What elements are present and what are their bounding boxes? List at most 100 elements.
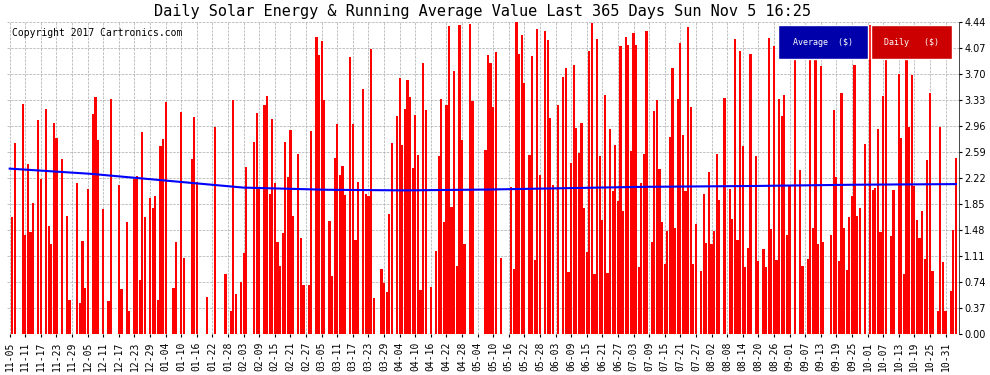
Bar bbox=[783, 95, 785, 334]
Bar bbox=[32, 203, 35, 334]
Bar bbox=[549, 118, 551, 334]
Bar bbox=[853, 64, 855, 334]
Bar bbox=[546, 40, 548, 334]
Bar bbox=[567, 272, 569, 334]
Bar bbox=[671, 68, 673, 334]
Bar bbox=[762, 249, 764, 334]
Bar bbox=[300, 238, 302, 334]
Bar bbox=[742, 146, 743, 334]
Bar bbox=[524, 83, 526, 334]
FancyBboxPatch shape bbox=[871, 25, 951, 59]
Bar bbox=[537, 29, 539, 334]
Bar bbox=[687, 27, 689, 334]
Bar bbox=[391, 142, 393, 334]
Bar bbox=[655, 100, 658, 334]
Bar bbox=[441, 99, 443, 334]
Bar bbox=[713, 231, 715, 334]
Bar bbox=[367, 196, 369, 334]
Bar bbox=[102, 209, 104, 334]
Bar bbox=[529, 155, 531, 334]
Bar bbox=[471, 101, 473, 334]
Bar bbox=[843, 228, 845, 334]
Bar bbox=[430, 287, 432, 334]
Bar bbox=[500, 258, 502, 334]
Bar bbox=[911, 75, 913, 334]
Bar bbox=[86, 189, 89, 334]
Bar bbox=[38, 120, 40, 334]
Bar bbox=[510, 186, 513, 334]
Bar bbox=[318, 55, 320, 334]
Bar bbox=[802, 266, 804, 334]
Bar bbox=[172, 288, 174, 334]
Bar bbox=[937, 311, 939, 334]
Bar bbox=[447, 26, 450, 334]
Bar bbox=[734, 39, 737, 334]
Bar bbox=[628, 45, 630, 334]
Bar bbox=[677, 99, 679, 334]
Bar bbox=[230, 311, 232, 334]
Bar bbox=[279, 266, 281, 334]
Bar bbox=[820, 66, 822, 334]
Bar bbox=[268, 194, 270, 334]
Bar bbox=[284, 142, 286, 334]
Bar bbox=[882, 96, 884, 334]
Title: Daily Solar Energy & Running Average Value Last 365 Days Sun Nov 5 16:25: Daily Solar Energy & Running Average Val… bbox=[154, 4, 811, 19]
Bar bbox=[924, 259, 926, 334]
Bar bbox=[252, 142, 255, 334]
Bar bbox=[136, 176, 139, 334]
Bar bbox=[877, 129, 879, 334]
Bar bbox=[856, 216, 858, 334]
Bar bbox=[551, 185, 554, 334]
Bar bbox=[372, 298, 375, 334]
Bar bbox=[845, 270, 847, 334]
Bar bbox=[406, 81, 409, 334]
Bar bbox=[596, 39, 598, 334]
Bar bbox=[409, 97, 411, 334]
Bar bbox=[871, 190, 874, 334]
Bar bbox=[362, 89, 364, 334]
Bar bbox=[22, 104, 24, 334]
Bar bbox=[744, 267, 746, 334]
Text: Copyright 2017 Cartronics.com: Copyright 2017 Cartronics.com bbox=[12, 28, 182, 38]
Bar bbox=[142, 132, 144, 334]
Bar bbox=[139, 280, 141, 334]
Bar bbox=[385, 292, 388, 334]
Bar bbox=[446, 105, 447, 334]
Bar bbox=[695, 224, 697, 334]
Bar bbox=[354, 240, 356, 334]
Bar bbox=[289, 130, 291, 334]
Bar bbox=[126, 222, 128, 334]
Bar bbox=[841, 93, 842, 334]
Bar bbox=[830, 234, 833, 334]
Bar bbox=[453, 71, 455, 334]
Bar bbox=[781, 116, 783, 334]
Bar bbox=[412, 168, 414, 334]
Bar bbox=[196, 182, 198, 334]
Bar bbox=[52, 123, 55, 334]
Bar bbox=[544, 31, 546, 334]
Bar bbox=[786, 235, 788, 334]
Bar bbox=[916, 220, 918, 334]
Bar bbox=[850, 196, 853, 334]
Bar bbox=[661, 222, 663, 334]
Bar bbox=[443, 222, 445, 334]
Bar bbox=[175, 242, 177, 334]
Bar bbox=[575, 128, 577, 334]
Bar bbox=[705, 243, 708, 334]
Bar bbox=[364, 194, 367, 334]
Bar bbox=[271, 118, 273, 334]
Bar bbox=[287, 177, 289, 334]
Bar bbox=[775, 260, 778, 334]
Bar bbox=[435, 251, 438, 334]
Bar bbox=[489, 63, 492, 334]
Bar bbox=[190, 159, 193, 334]
Bar bbox=[941, 262, 944, 334]
Bar bbox=[380, 269, 382, 334]
Bar bbox=[591, 23, 593, 334]
Bar bbox=[162, 139, 164, 334]
Bar bbox=[614, 146, 617, 334]
Bar bbox=[858, 208, 861, 334]
Bar bbox=[633, 33, 635, 334]
Bar bbox=[898, 74, 900, 334]
Bar bbox=[183, 258, 185, 334]
